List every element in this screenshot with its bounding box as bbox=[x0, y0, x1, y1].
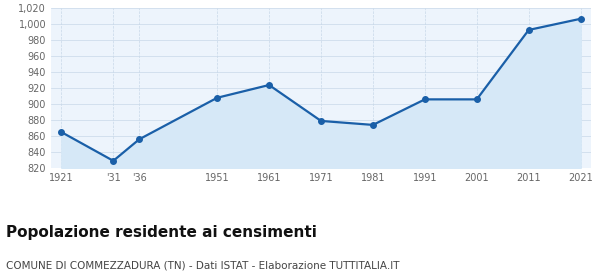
Text: Popolazione residente ai censimenti: Popolazione residente ai censimenti bbox=[6, 225, 317, 241]
Text: COMUNE DI COMMEZZADURA (TN) - Dati ISTAT - Elaborazione TUTTITALIA.IT: COMUNE DI COMMEZZADURA (TN) - Dati ISTAT… bbox=[6, 260, 400, 270]
